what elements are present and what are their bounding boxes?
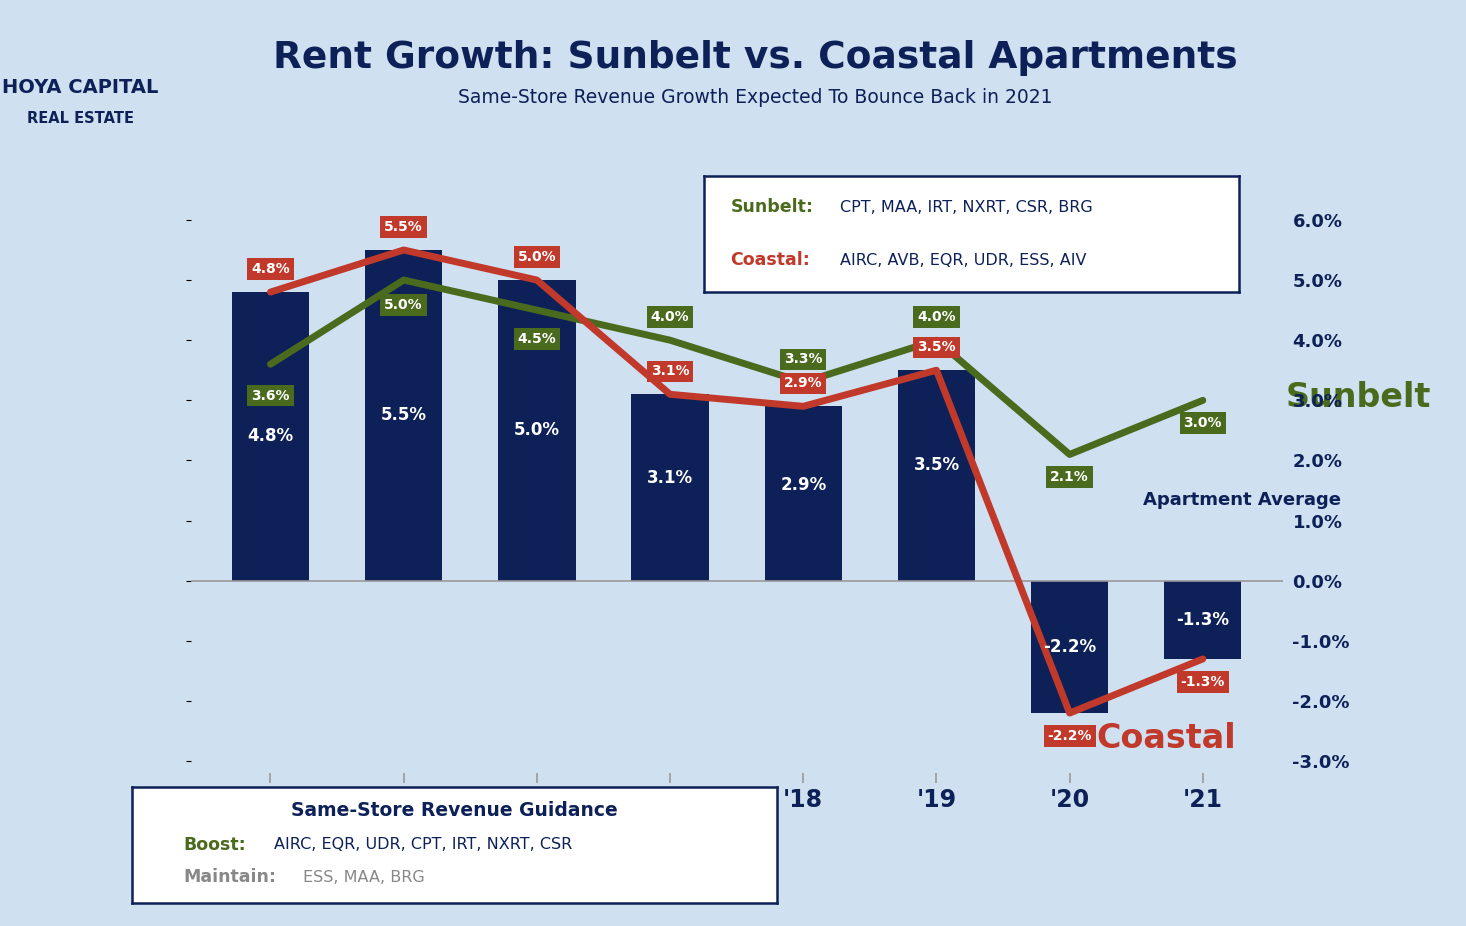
Text: 3.3%: 3.3% [784,353,822,367]
Bar [232,292,309,581]
Text: 5.5%: 5.5% [384,220,424,234]
Text: 4.8%: 4.8% [251,262,290,276]
Text: -1.3%: -1.3% [1176,611,1230,629]
Text: 4.0%: 4.0% [918,310,956,324]
Text: CPT, MAA, IRT, NXRT, CSR, BRG: CPT, MAA, IRT, NXRT, CSR, BRG [840,200,1092,215]
Text: 4.5%: 4.5% [517,332,556,346]
Text: REAL ESTATE: REAL ESTATE [28,111,133,126]
Text: 2.9%: 2.9% [780,476,827,494]
Text: HOYA CAPITAL: HOYA CAPITAL [3,79,158,97]
Text: Apartment Average: Apartment Average [1143,491,1341,508]
Text: Sunbelt: Sunbelt [1286,381,1431,414]
Text: 2.1%: 2.1% [1050,470,1089,484]
Text: -1.3%: -1.3% [1180,675,1226,689]
Text: 4.0%: 4.0% [651,310,689,324]
Text: 3.5%: 3.5% [918,341,956,355]
Bar [1164,581,1242,659]
Text: 4.8%: 4.8% [248,428,293,445]
Text: Rent Growth: Sunbelt vs. Coastal Apartments: Rent Growth: Sunbelt vs. Coastal Apartme… [273,41,1237,76]
Text: 3.6%: 3.6% [251,389,290,403]
Text: 5.0%: 5.0% [384,298,424,312]
Text: -2.2%: -2.2% [1047,729,1092,743]
Bar [897,370,975,581]
Text: Maintain:: Maintain: [183,869,277,886]
Text: 5.0%: 5.0% [517,250,556,264]
Text: 3.5%: 3.5% [913,456,960,474]
Text: 3.0%: 3.0% [1183,416,1223,431]
Text: 3.1%: 3.1% [651,365,689,379]
Bar [365,250,443,581]
Text: ESS, MAA, BRG: ESS, MAA, BRG [303,870,425,885]
Bar [1031,581,1108,713]
Text: Coastal:: Coastal: [730,252,811,269]
Text: -2.2%: -2.2% [1044,638,1097,656]
Text: AIRC, EQR, UDR, CPT, IRT, NXRT, CSR: AIRC, EQR, UDR, CPT, IRT, NXRT, CSR [274,837,572,853]
Text: 5.0%: 5.0% [515,421,560,440]
Text: Boost:: Boost: [183,836,246,854]
Text: Same-Store Revenue Growth Expected To Bounce Back in 2021: Same-Store Revenue Growth Expected To Bo… [457,88,1053,106]
Text: AIRC, AVB, EQR, UDR, ESS, AIV: AIRC, AVB, EQR, UDR, ESS, AIV [840,253,1086,268]
Text: Same-Store Revenue Guidance: Same-Store Revenue Guidance [292,801,617,820]
Bar [765,407,841,581]
Text: 2.9%: 2.9% [784,377,822,391]
Text: Coastal: Coastal [1097,722,1236,755]
Bar [498,280,576,581]
Text: 5.5%: 5.5% [381,407,427,424]
Bar [632,394,708,581]
Text: Sunbelt:: Sunbelt: [730,198,814,216]
Text: 3.1%: 3.1% [647,469,693,487]
